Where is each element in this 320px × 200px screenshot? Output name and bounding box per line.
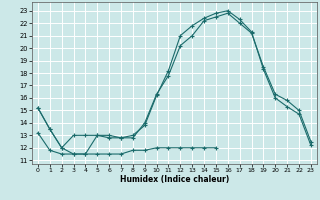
X-axis label: Humidex (Indice chaleur): Humidex (Indice chaleur) [120, 175, 229, 184]
